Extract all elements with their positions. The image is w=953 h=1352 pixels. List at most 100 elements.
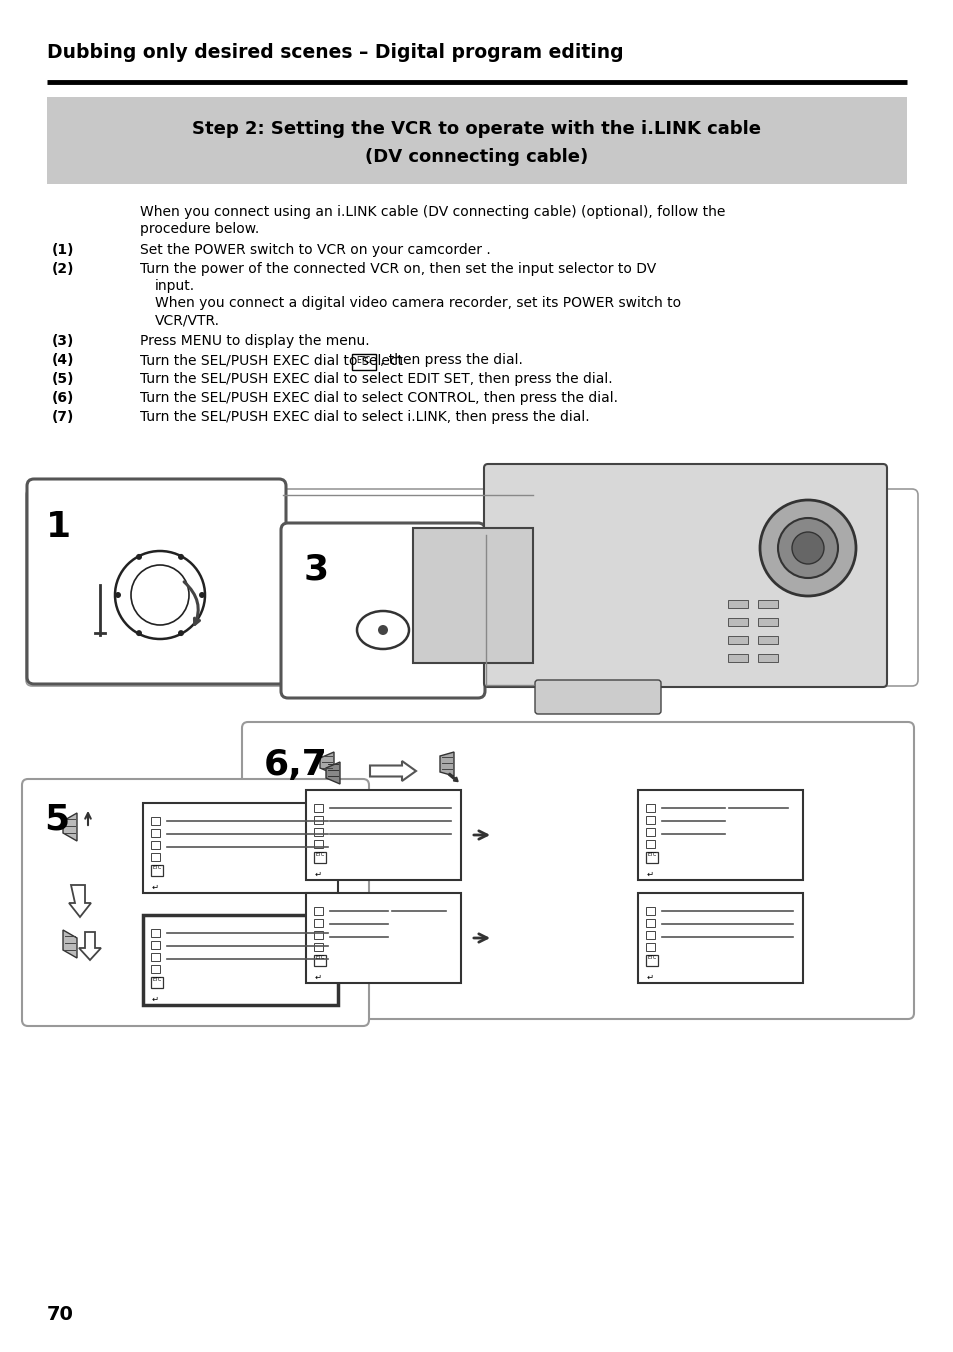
Bar: [758, 600, 778, 608]
Bar: [645, 932, 655, 940]
Bar: [314, 852, 326, 863]
Polygon shape: [79, 932, 101, 960]
Text: ↵: ↵: [314, 869, 321, 879]
Text: 6,7: 6,7: [264, 748, 328, 781]
Text: ETC: ETC: [356, 356, 371, 365]
Circle shape: [178, 630, 184, 635]
Text: (2): (2): [52, 262, 74, 276]
Circle shape: [199, 592, 205, 598]
Text: input.: input.: [154, 279, 195, 293]
Bar: [645, 817, 655, 823]
Bar: [314, 817, 323, 823]
Text: Turn the power of the connected VCR on, then set the input selector to DV: Turn the power of the connected VCR on, …: [140, 262, 656, 276]
Text: (DV connecting cable): (DV connecting cable): [365, 147, 588, 166]
Text: VCR/VTR.: VCR/VTR.: [154, 314, 220, 327]
Polygon shape: [326, 763, 339, 784]
Text: When you connect using an i.LINK cable (DV connecting cable) (optional), follow : When you connect using an i.LINK cable (…: [140, 206, 724, 219]
Polygon shape: [413, 529, 533, 662]
Bar: [645, 955, 658, 965]
Bar: [151, 965, 160, 973]
Bar: [645, 827, 655, 836]
Bar: [645, 852, 658, 863]
FancyBboxPatch shape: [352, 354, 375, 370]
Polygon shape: [439, 752, 454, 776]
Bar: [645, 919, 655, 927]
Text: Turn the SEL/PUSH EXEC dial to select: Turn the SEL/PUSH EXEC dial to select: [140, 353, 407, 366]
Text: 70: 70: [47, 1305, 73, 1324]
Bar: [151, 829, 160, 837]
Bar: [151, 841, 160, 849]
Text: ↵: ↵: [152, 883, 158, 892]
Bar: [727, 618, 747, 626]
FancyBboxPatch shape: [26, 489, 917, 685]
Bar: [758, 654, 778, 662]
Text: Turn the SEL/PUSH EXEC dial to select CONTROL, then press the dial.: Turn the SEL/PUSH EXEC dial to select CO…: [140, 391, 618, 406]
Bar: [314, 907, 323, 915]
Text: 3: 3: [304, 552, 329, 585]
Text: 1: 1: [46, 510, 71, 544]
Bar: [143, 803, 337, 894]
Text: Turn the SEL/PUSH EXEC dial to select EDIT SET, then press the dial.: Turn the SEL/PUSH EXEC dial to select ED…: [140, 372, 612, 387]
Text: ↵: ↵: [152, 995, 158, 1005]
FancyArrow shape: [370, 761, 416, 781]
Text: ↵: ↵: [646, 973, 653, 982]
FancyBboxPatch shape: [483, 464, 886, 687]
Bar: [758, 635, 778, 644]
Text: procedure below.: procedure below.: [140, 222, 259, 237]
Bar: [727, 600, 747, 608]
Bar: [645, 907, 655, 915]
Circle shape: [136, 554, 142, 560]
Bar: [314, 919, 323, 927]
Circle shape: [377, 625, 388, 635]
FancyArrow shape: [448, 773, 457, 781]
Text: Turn the SEL/PUSH EXEC dial to select i.LINK, then press the dial.: Turn the SEL/PUSH EXEC dial to select i.…: [140, 410, 589, 425]
Text: , then press the dial.: , then press the dial.: [379, 353, 522, 366]
Text: ETC: ETC: [315, 955, 324, 960]
Text: ↵: ↵: [646, 869, 653, 879]
Bar: [151, 865, 163, 876]
Polygon shape: [69, 886, 91, 917]
Text: (7): (7): [52, 410, 74, 425]
FancyBboxPatch shape: [281, 523, 484, 698]
Bar: [143, 915, 337, 1005]
Bar: [645, 804, 655, 813]
Polygon shape: [319, 752, 334, 773]
FancyBboxPatch shape: [535, 680, 660, 714]
Bar: [314, 955, 326, 965]
Circle shape: [178, 554, 184, 560]
Text: 5: 5: [44, 803, 69, 837]
Text: ↵: ↵: [314, 973, 321, 982]
Text: (5): (5): [52, 372, 74, 387]
Bar: [306, 894, 460, 983]
Text: (6): (6): [52, 391, 74, 406]
Circle shape: [136, 630, 142, 635]
FancyBboxPatch shape: [27, 479, 286, 684]
Bar: [638, 894, 802, 983]
Circle shape: [791, 531, 823, 564]
Circle shape: [115, 592, 121, 598]
Circle shape: [760, 500, 855, 596]
Bar: [151, 817, 160, 825]
Text: ETC: ETC: [152, 977, 161, 982]
Bar: [727, 654, 747, 662]
Text: ETC: ETC: [315, 852, 324, 857]
Bar: [314, 840, 323, 848]
Bar: [151, 953, 160, 961]
Text: Set the POWER switch to VCR on your camcorder .: Set the POWER switch to VCR on your camc…: [140, 243, 490, 257]
Circle shape: [778, 518, 837, 579]
Bar: [314, 827, 323, 836]
Text: Step 2: Setting the VCR to operate with the i.LINK cable: Step 2: Setting the VCR to operate with …: [193, 120, 760, 138]
Text: ETC: ETC: [152, 865, 161, 869]
Text: Dubbing only desired scenes – Digital program editing: Dubbing only desired scenes – Digital pr…: [47, 43, 623, 62]
Text: ETC: ETC: [647, 852, 656, 857]
Bar: [306, 790, 460, 880]
Text: Press MENU to display the menu.: Press MENU to display the menu.: [140, 334, 369, 347]
FancyBboxPatch shape: [22, 779, 369, 1026]
Bar: [314, 932, 323, 940]
Bar: [314, 942, 323, 950]
Bar: [151, 941, 160, 949]
Bar: [638, 790, 802, 880]
Text: (3): (3): [52, 334, 74, 347]
Bar: [151, 853, 160, 861]
Text: ETC: ETC: [647, 955, 656, 960]
